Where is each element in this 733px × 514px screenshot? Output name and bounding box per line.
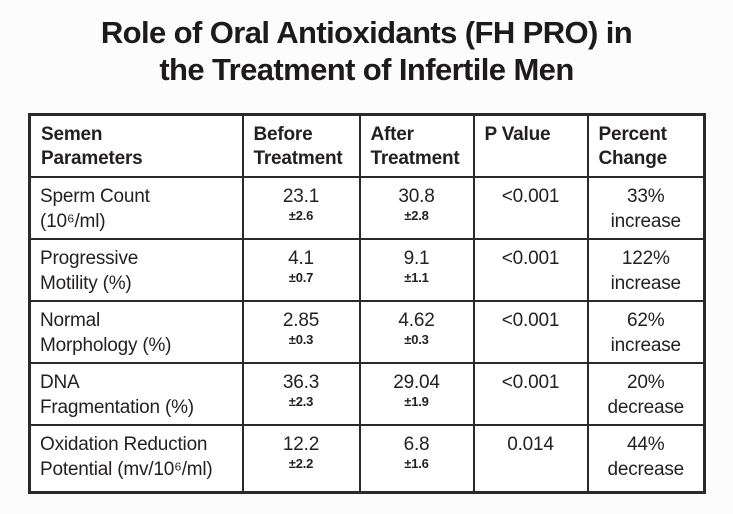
- after-treatment-cell: 9.1 ±1.1: [358, 237, 475, 302]
- parameter-label: Progressive Motility (%): [28, 237, 244, 302]
- p-value-cell: <0.001: [472, 237, 589, 302]
- before-sd: ±2.2: [288, 455, 314, 471]
- after-treatment-cell: 6.8 ±1.6: [358, 423, 475, 494]
- before-treatment-cell: 36.3 ±2.3: [241, 361, 361, 426]
- col-header-percent-change: Percent Change: [586, 113, 706, 178]
- before-treatment-cell: 12.2 ±2.2: [241, 423, 361, 494]
- table-row-sperm-count: Sperm Count (10⁶/ml) 23.1 ±2.6 30.8 ±2.8…: [28, 175, 706, 240]
- percent-change-cell: 20% decrease: [586, 361, 706, 426]
- p-value-cell: <0.001: [472, 361, 589, 426]
- parameter-label: Sperm Count (10⁶/ml): [28, 175, 244, 240]
- col-header-before-treatment: Before Treatment: [241, 113, 361, 178]
- after-treatment-cell: 30.8 ±2.8: [358, 175, 475, 240]
- percent-change-cell: 122% increase: [586, 237, 706, 302]
- table-row-dna-fragmentation: DNA Fragmentation (%) 36.3 ±2.3 29.04 ±1…: [28, 361, 706, 426]
- col-header-p-value: P Value: [472, 113, 589, 178]
- before-sd: ±2.6: [288, 207, 314, 223]
- before-sd: ±2.3: [288, 393, 314, 409]
- after-sd: ±0.3: [404, 331, 429, 347]
- before-treatment-cell: 2.85 ±0.3: [241, 299, 361, 364]
- col-header-after-treatment: After Treatment: [358, 113, 475, 178]
- after-sd: ±1.1: [404, 269, 429, 285]
- parameter-label: Oxidation Reduction Potential (mv/10⁶/ml…: [28, 423, 244, 494]
- before-sd: ±0.3: [288, 331, 314, 347]
- table-row-oxidation-reduction-potential: Oxidation Reduction Potential (mv/10⁶/ml…: [28, 423, 706, 494]
- percent-change-cell: 62% increase: [586, 299, 706, 364]
- results-table: Semen Parameters Before Treatment After …: [28, 113, 706, 494]
- after-mean: 30.8: [398, 185, 435, 207]
- after-sd: ±2.8: [404, 207, 429, 223]
- before-treatment-cell: 4.1 ±0.7: [241, 237, 361, 302]
- after-mean: 9.1: [403, 247, 430, 269]
- before-mean: 12.2: [282, 433, 320, 455]
- after-sd: ±1.6: [404, 455, 429, 471]
- percent-change-cell: 44% decrease: [586, 423, 706, 494]
- after-treatment-cell: 29.04 ±1.9: [358, 361, 475, 426]
- p-value-cell: <0.001: [472, 299, 589, 364]
- p-value-cell: 0.014: [472, 423, 589, 494]
- parameter-label: Normal Morphology (%): [28, 299, 244, 364]
- table-row-progressive-motility: Progressive Motility (%) 4.1 ±0.7 9.1 ±1…: [28, 237, 706, 302]
- percent-change-cell: 33% increase: [586, 175, 706, 240]
- table-header-row: Semen Parameters Before Treatment After …: [28, 113, 706, 178]
- after-mean: 4.62: [398, 309, 435, 331]
- after-mean: 29.04: [393, 371, 440, 393]
- after-treatment-cell: 4.62 ±0.3: [358, 299, 475, 364]
- parameter-label: DNA Fragmentation (%): [28, 361, 244, 426]
- after-sd: ±1.9: [404, 393, 429, 409]
- before-mean: 4.1: [288, 247, 314, 269]
- before-mean: 23.1: [282, 185, 320, 207]
- before-mean: 36.3: [282, 371, 320, 393]
- p-value-cell: <0.001: [472, 175, 589, 240]
- table-row-normal-morphology: Normal Morphology (%) 2.85 ±0.3 4.62 ±0.…: [28, 299, 706, 364]
- before-mean: 2.85: [282, 309, 320, 331]
- before-treatment-cell: 23.1 ±2.6: [241, 175, 361, 240]
- col-header-semen-parameters: Semen Parameters: [28, 113, 244, 178]
- after-mean: 6.8: [403, 433, 430, 455]
- before-sd: ±0.7: [288, 269, 314, 285]
- page-title: Role of Oral Antioxidants (FH PRO) in th…: [100, 15, 633, 87]
